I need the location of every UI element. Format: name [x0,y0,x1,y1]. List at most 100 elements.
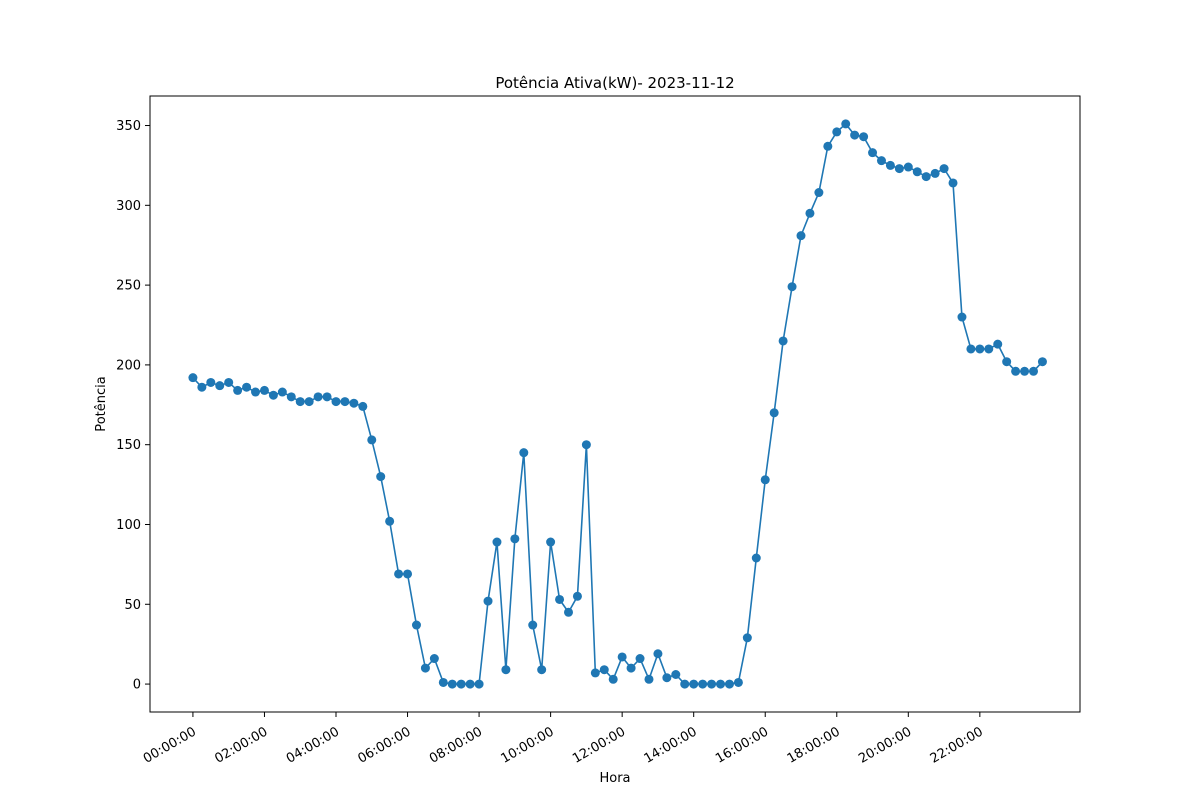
data-point [832,127,842,137]
data-point [805,208,815,218]
data-point [233,385,243,395]
data-point [367,435,377,445]
data-point [340,397,350,407]
data-point [912,167,922,177]
data-point [742,633,752,643]
data-point [903,162,913,172]
data-point [939,164,949,174]
data-point [420,663,430,673]
data-point [331,397,341,407]
y-axis-ticks: 0 50 100 150 200 250 300 350 [116,119,150,693]
data-point [555,594,565,604]
data-point [376,472,386,482]
data-point [581,440,591,450]
data-point [572,591,582,601]
data-point [1037,357,1047,367]
data-point [313,392,323,402]
y-tick-label: 250 [116,279,141,294]
data-point [859,132,869,142]
data-point [707,679,717,689]
data-point [823,141,833,151]
data-point [698,679,708,689]
data-point [286,392,296,402]
data-point [277,387,287,397]
data-point [617,652,627,662]
data-point [689,679,699,689]
data-point [492,537,502,547]
data-point [465,679,475,689]
data-point [787,282,797,292]
data-point [510,534,520,544]
y-tick-label: 200 [116,358,141,373]
data-point [796,231,806,241]
data-point [251,387,261,397]
data-point [1002,357,1012,367]
y-tick-label: 0 [133,678,141,693]
y-tick-label: 50 [124,598,141,613]
data-point [635,654,645,664]
data-point [724,679,734,689]
series-group [188,119,1047,689]
chart-title: Potência Ativa(kW)- 2023-11-12 [495,74,734,92]
plot-frame [149,95,1081,713]
data-point [188,373,198,383]
data-point [1011,366,1021,376]
data-point [885,160,895,170]
data-point [599,665,609,675]
data-point [456,679,466,689]
data-point [653,649,663,659]
data-point [680,679,690,689]
data-point [537,665,547,675]
data-point [984,344,994,354]
data-point [349,398,359,408]
y-tick-label: 150 [116,438,141,453]
data-point [850,130,860,140]
data-point [528,620,538,630]
y-axis-label: Potência [94,376,109,431]
x-axis-label: Hora [599,771,630,786]
y-tick-label: 300 [116,199,141,214]
data-point [519,448,529,458]
data-point [921,172,931,182]
data-point [268,390,278,400]
data-point [1020,366,1030,376]
data-point [224,377,234,387]
data-point [733,677,743,687]
data-point [438,677,448,687]
data-point [322,392,332,402]
data-point [966,344,976,354]
data-point [671,669,681,679]
y-tick-label: 350 [116,119,141,134]
data-point [394,569,404,579]
data-point [769,408,779,418]
data-point [876,156,886,166]
data-point [814,188,824,198]
data-point [215,381,225,391]
data-point [385,516,395,526]
data-point [242,382,252,392]
data-point [206,377,216,387]
data-point [662,673,672,683]
data-point [993,339,1003,349]
data-point [760,475,770,485]
data-point [608,674,618,684]
data-point [975,344,985,354]
data-point [474,679,484,689]
data-point [447,679,457,689]
data-point [411,620,421,630]
data-point [1029,366,1038,376]
data-point [868,148,878,158]
data-point [957,312,967,322]
y-tick-label: 100 [116,518,141,533]
data-point [716,679,726,689]
data-point [626,663,636,673]
data-point [483,596,493,606]
data-point [403,569,413,579]
data-point [197,382,207,392]
data-point [429,654,439,664]
data-point [295,397,305,407]
data-point [590,668,600,678]
data-point [358,401,368,411]
